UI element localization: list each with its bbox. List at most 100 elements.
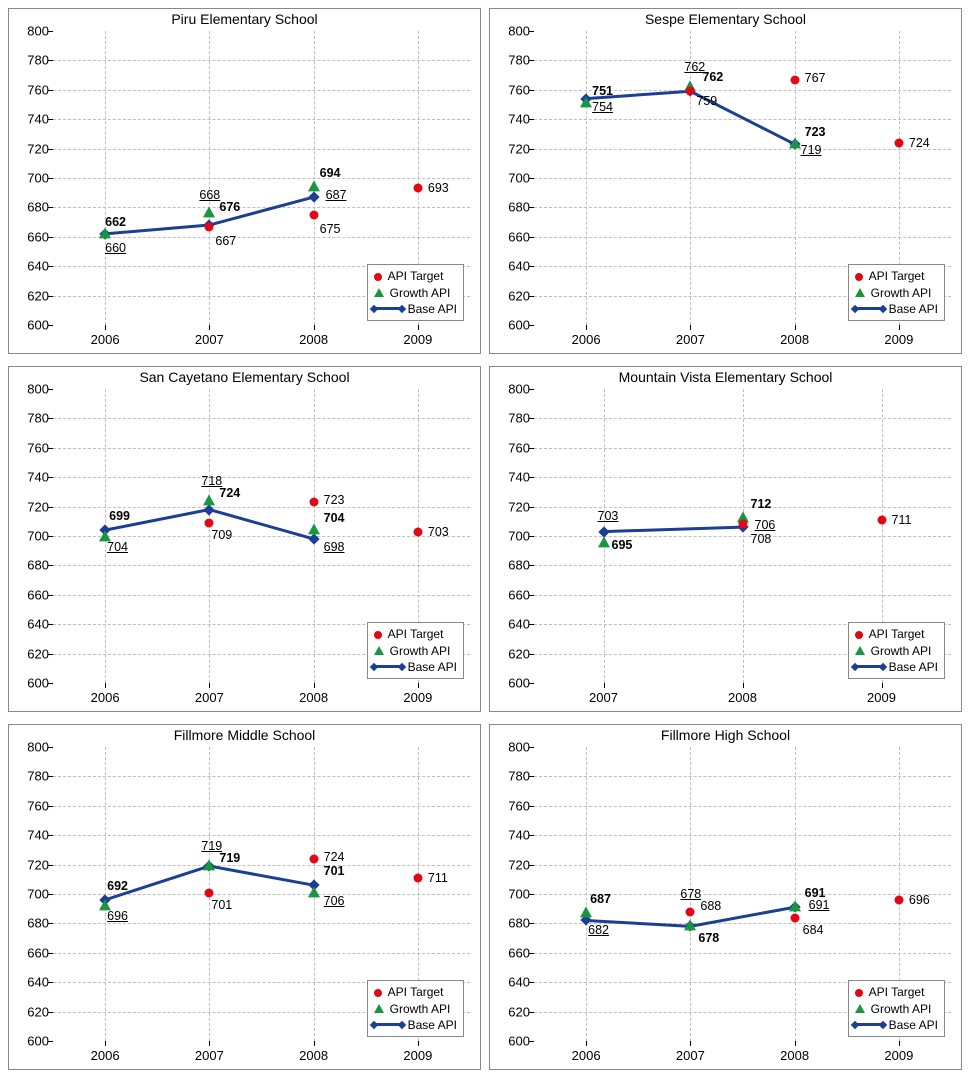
data-label: 695 [612,538,633,552]
legend-swatch-line-icon [374,307,402,310]
data-label: 719 [801,143,822,157]
legend-item: Base API [374,301,457,317]
legend: API TargetGrowth APIBase API [367,264,464,321]
api-target-marker [877,515,886,524]
legend-label: Growth API [871,285,932,301]
y-tick-label: 700 [494,529,530,544]
data-label: 754 [592,100,613,114]
x-tick-label: 2008 [299,690,328,705]
x-tick-label: 2009 [867,690,896,705]
data-label: 692 [107,879,128,893]
plot-area: 6006206406606807007207407607808002006200… [534,31,951,325]
y-tick-label: 680 [494,200,530,215]
x-tickmark [418,325,419,330]
api-target-marker [738,520,747,529]
data-label: 723 [324,493,345,507]
y-tick-label: 640 [494,975,530,990]
chart-grid: Piru Elementary School600620640660680700… [8,8,962,1070]
data-label: 682 [588,923,609,937]
api-target-marker [413,527,422,536]
x-tickmark [795,325,796,330]
y-tick-label: 660 [494,229,530,244]
x-tickmark [743,683,744,688]
y-tick-label: 600 [494,318,530,333]
data-label: 675 [320,222,341,236]
growth-api-marker [580,907,592,918]
data-label: 711 [428,871,448,885]
growth-api-marker [308,886,320,897]
y-tick-label: 700 [13,887,49,902]
y-tick-label: 780 [494,53,530,68]
data-label: 691 [809,898,830,912]
y-tick-label: 680 [13,558,49,573]
y-tick-label: 620 [13,646,49,661]
legend-item: API Target [855,984,938,1000]
legend-swatch-triangle-icon [855,288,865,297]
chart-title: Piru Elementary School [9,11,480,27]
legend-swatch-line-icon [374,1023,402,1026]
plot-area: 6006206406606807007207407607808002006200… [534,747,951,1041]
api-target-marker [790,75,799,84]
api-target-marker [205,518,214,527]
plot-area: 6006206406606807007207407607808002006200… [53,31,470,325]
api-target-marker [894,138,903,147]
data-label: 662 [105,215,126,229]
legend-item: Base API [374,1017,457,1033]
chart-panel: Fillmore Middle School600620640660680700… [8,724,481,1070]
legend-label: API Target [388,268,444,284]
data-label: 676 [219,200,240,214]
y-tick-label: 740 [494,470,530,485]
y-tick-label: 600 [494,1034,530,1049]
y-tick-label: 720 [494,857,530,872]
y-tick-label: 680 [13,200,49,215]
legend-item: Growth API [855,285,938,301]
y-tick-label: 780 [13,411,49,426]
y-tick-label: 800 [494,382,530,397]
y-tick-label: 640 [13,975,49,990]
growth-api-marker [203,859,215,870]
growth-api-marker [684,920,696,931]
data-label: 667 [215,234,236,248]
api-target-marker [413,873,422,882]
y-tick-label: 600 [494,676,530,691]
data-label: 767 [805,71,826,85]
chart-title: Fillmore Middle School [9,727,480,743]
y-tick-label: 620 [494,646,530,661]
chart-panel: Sespe Elementary School60062064066068070… [489,8,962,354]
y-tick-label: 800 [13,24,49,39]
y-tick-label: 640 [494,259,530,274]
x-tickmark [314,683,315,688]
y-tick-label: 740 [13,470,49,485]
y-tick-label: 660 [13,945,49,960]
legend-label: Growth API [871,1001,932,1017]
data-label: 693 [428,181,449,195]
growth-api-marker [598,537,610,548]
y-tick-label: 600 [13,1034,49,1049]
y-tick-label: 740 [494,112,530,127]
x-tick-label: 2009 [884,332,913,347]
y-tick-label: 700 [494,887,530,902]
api-target-marker [309,210,318,219]
data-label: 709 [211,528,232,542]
x-tick-label: 2007 [195,1048,224,1063]
y-tick-label: 600 [13,676,49,691]
legend-label: Base API [408,1017,457,1033]
x-tick-label: 2009 [403,332,432,347]
growth-api-marker [203,494,215,505]
data-label: 687 [326,188,347,202]
x-tick-label: 2009 [403,690,432,705]
x-tickmark [314,325,315,330]
legend-item: API Target [374,268,457,284]
x-tick-label: 2008 [299,332,328,347]
api-target-marker [309,498,318,507]
x-tickmark [586,325,587,330]
x-tickmark [314,1041,315,1046]
legend-item: API Target [374,984,457,1000]
data-label: 684 [803,923,824,937]
legend-swatch-triangle-icon [374,288,384,297]
growth-api-marker [789,138,801,149]
growth-api-marker [308,180,320,191]
x-tick-label: 2007 [195,332,224,347]
legend-item: API Target [374,626,457,642]
legend-label: Base API [408,659,457,675]
